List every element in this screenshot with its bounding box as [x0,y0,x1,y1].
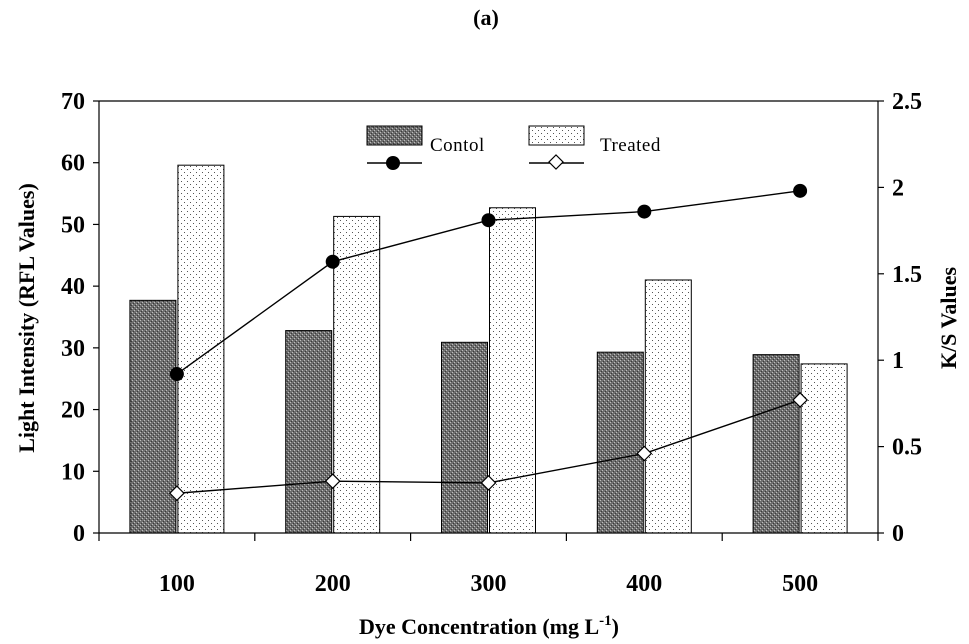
y-left-tick-label: 50 [61,212,85,238]
x-axis-title-main: Dye Concentration (mg L [359,614,599,639]
bar-treated-200 [334,216,380,533]
bar-control-500 [753,355,799,533]
y-right-tick-label: 1.5 [892,262,922,288]
legend-marker-treated-icon [549,155,563,169]
bar-control-100 [130,300,176,533]
y-left-tick-label: 30 [61,336,85,362]
bar-treated-100 [178,165,224,533]
x-tick-label: 500 [782,571,818,597]
point-control-200 [326,255,340,269]
x-axis-title-sup: -1 [599,613,612,629]
y-right-tick-label: 0 [892,521,904,547]
x-tick-label: 200 [315,571,351,597]
y-left-tick-label: 60 [61,151,85,177]
x-tick-label: 100 [159,571,195,597]
bar-control-400 [597,352,643,533]
point-control-500 [793,184,807,198]
y-left-tick-label: 10 [61,459,85,485]
bar-control-200 [286,331,332,533]
legend: Contol Treated [367,126,661,170]
legend-swatch-control [367,126,422,145]
bar-treated-500 [801,364,847,533]
y-left-tick-label: 20 [61,398,85,424]
x-axis-title: Dye Concentration (mg L-1) [359,613,619,639]
x-axis-title-close: ) [612,614,619,639]
y-left-tick-label: 0 [73,521,85,547]
panel-label: (a) [473,5,499,30]
legend-label-control-bar: Contol [430,135,485,156]
x-tick-label: 400 [626,571,662,597]
line-layer [170,184,807,500]
point-control-300 [482,213,496,227]
y-right-tick-label: 2 [892,175,904,201]
point-control-100 [170,367,184,381]
legend-marker-control-icon [386,156,400,170]
y-left-tick-label: 70 [61,89,85,115]
point-control-400 [637,205,651,219]
legend-swatch-treated [529,126,584,145]
legend-label-treated-bar: Treated [600,135,661,156]
y-right-tick-label: 0.5 [892,435,922,461]
bar-treated-300 [490,208,536,533]
y-right-tick-label: 1 [892,348,904,374]
y-left-tick-label: 40 [61,274,85,300]
bar-control-300 [442,342,488,533]
bar-treated-400 [645,280,691,533]
y-right-tick-label: 2.5 [892,89,922,115]
x-tick-label: 300 [471,571,507,597]
y-axis-left-title: Light Intensity (RFL Values) [14,183,39,453]
y-axis-right-title: K/S Values [936,267,961,370]
